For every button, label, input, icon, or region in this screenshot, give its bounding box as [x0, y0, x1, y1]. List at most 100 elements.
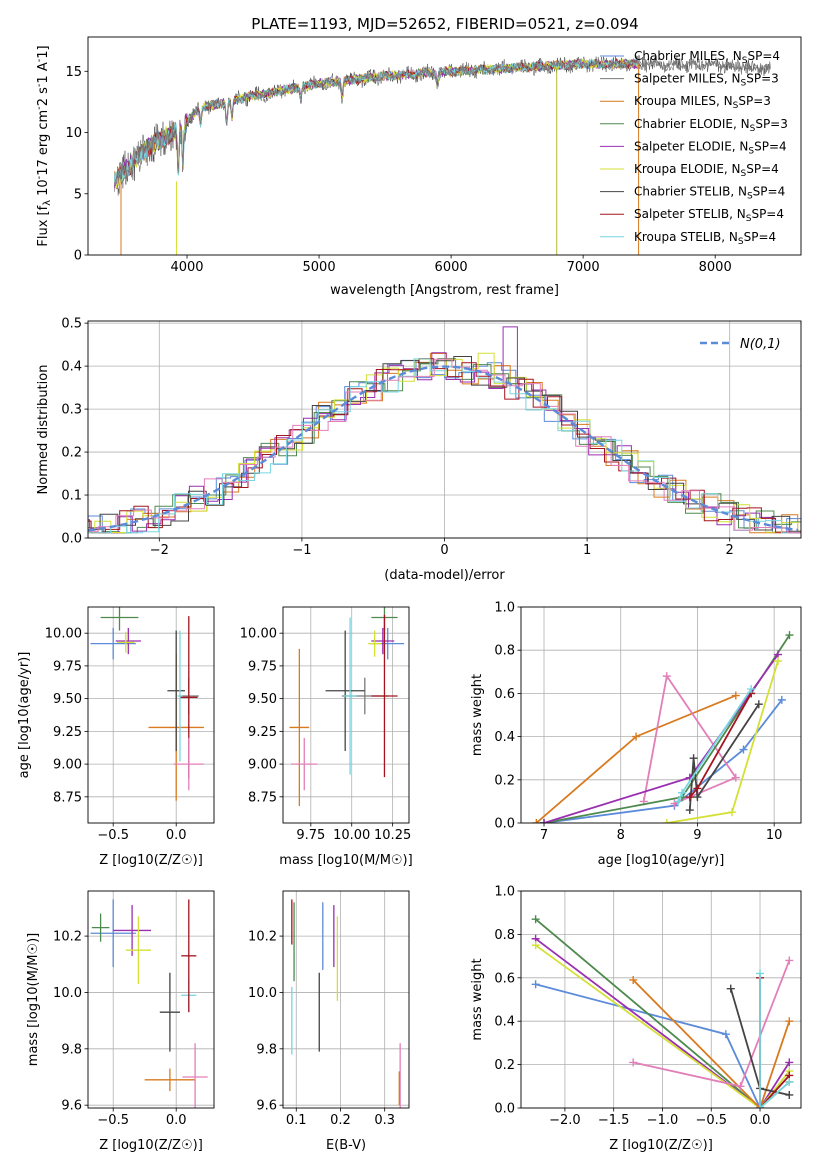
weight-marker	[773, 657, 782, 665]
legend-label: Kroupa ELODIE, NSSP=4	[634, 162, 779, 179]
error-bar-point	[343, 617, 357, 775]
axes-frame	[87, 606, 215, 824]
x-tick-label: −0.5	[97, 1113, 129, 1128]
ebv-mass-panel: 0.1 0.2 0.3 9.6 9.8 10.0 10.2 E(B-V)	[248, 890, 410, 1153]
axes: 0.1 0.2 0.3 9.6 9.8 10.0 10.2 E(B-V)	[248, 890, 410, 1153]
y-tick-label: 0.6	[494, 971, 515, 986]
y-tick-label: 0.8	[494, 928, 515, 943]
error-bar-point	[116, 631, 135, 653]
weight-marker	[693, 784, 702, 793]
weight-marker	[754, 700, 763, 709]
weight-marker	[689, 754, 698, 763]
x-tick-label: 2	[726, 543, 734, 558]
x-tick-label: 7000	[567, 260, 600, 275]
y-tick-label: 8.75	[53, 790, 82, 805]
spectrum-panel: 4000 5000 6000 7000 8000 0 5 10 15 Chabrier MILES…	[34, 15, 802, 298]
legend-label: Chabrier ELODIE, NSSP=3	[634, 117, 788, 134]
weight-series	[685, 689, 756, 802]
weight-line	[535, 983, 761, 1108]
weight-marker	[674, 797, 683, 806]
y-tick-label: 0.4	[494, 1015, 515, 1030]
x-tick-label: 8000	[699, 260, 732, 275]
error-bar-point	[291, 737, 318, 791]
weight-line	[543, 699, 783, 823]
legend-label: Kroupa STELIB, NSSP=4	[634, 230, 776, 247]
y-tick-label: 10.2	[53, 930, 82, 945]
y-tick-label: 9.6	[61, 1099, 82, 1114]
y-tick-label: 0.4	[61, 360, 82, 375]
error-bar-point	[325, 630, 365, 751]
y-axis-label: mass weight	[470, 958, 485, 1040]
error-bar-point	[113, 905, 151, 956]
axes: −0.5 0.0 9.6 9.8 10.0 10.2 Z [log10(Z/Z☉)] mass…	[26, 890, 215, 1153]
weight-series	[639, 672, 740, 808]
residual-panel: −2 −1 0 1 2 0.0 0.1 0.2 0.3 0.4 0.5 N(0,1) (data-mod…	[36, 317, 802, 583]
y-axis-label: mass [log10(M/M☉)]	[26, 933, 41, 1066]
x-tick-label: 5000	[303, 260, 336, 275]
y-tick-label: 9.50	[248, 692, 277, 707]
plot-area	[289, 607, 405, 806]
error-bar-point	[167, 630, 186, 751]
weight-marker	[629, 1058, 638, 1067]
y-tick-label: 10.00	[45, 627, 82, 642]
x-tick-label: 0.2	[330, 1113, 351, 1128]
y-axis-label: Flux [fλ 10-17 erg cm-2 s-1 A-1]	[34, 45, 53, 246]
weight-line	[535, 694, 737, 823]
weight-marker	[785, 631, 794, 640]
plot-area	[88, 326, 801, 534]
y-tick-label: 0.5	[61, 317, 82, 332]
plot-area	[291, 899, 401, 1108]
weight-marker	[632, 732, 641, 741]
weight-marker	[662, 819, 671, 823]
x-tick-label: 8	[617, 828, 625, 843]
legend-label: N(0,1)	[740, 337, 781, 352]
weight-series	[756, 969, 794, 1108]
weight-marker	[531, 941, 540, 950]
weight-marker	[662, 672, 671, 681]
weight-series	[662, 657, 782, 823]
weight-marker	[731, 773, 740, 782]
z-age-panel: −0.5 0.0 8.75 9.00 9.25 9.50 9.75 10.00 Z [log10…	[17, 606, 215, 868]
axes-frame	[87, 320, 802, 539]
weight-marker	[777, 695, 786, 704]
axes: 9.75 10.00 10.25 8.75 9.00 9.25 9.50 9.75 10.00 m…	[240, 606, 413, 868]
weight-marker	[532, 819, 541, 823]
error-bar-point	[91, 913, 110, 942]
mass-age-panel: 9.75 10.00 10.25 8.75 9.00 9.25 9.50 9.75 10.00 m…	[240, 606, 413, 868]
weight-line	[543, 634, 791, 823]
x-tick-label: 0.0	[166, 828, 187, 843]
weight-line	[535, 944, 791, 1108]
axes-frame	[520, 890, 802, 1109]
weight-marker	[693, 793, 702, 802]
histogram-series	[88, 326, 801, 534]
weight-series	[531, 980, 765, 1108]
error-bar-point	[125, 916, 151, 984]
y-tick-label: 1.0	[494, 601, 515, 616]
age-weight-panel: 7 8 9 10 0.0 0.2 0.4 0.6 0.8 1.0 age [log10(age/yr…	[470, 601, 802, 868]
y-tick-label: 0.8	[494, 644, 515, 659]
y-tick-label: 0.2	[61, 446, 82, 461]
error-bar-point	[289, 648, 310, 806]
legend-label: Chabrier MILES, NSSP=4	[634, 49, 780, 66]
y-tick-label: 0.3	[61, 403, 82, 418]
y-tick-label: 9.00	[248, 758, 277, 773]
legend-label: Salpeter MILES, NSSP=3	[634, 72, 779, 89]
weight-marker	[785, 1077, 794, 1086]
y-axis-label: Normed distribution	[36, 365, 51, 495]
histogram-series	[88, 358, 801, 534]
x-tick-label: 10.00	[333, 828, 370, 843]
error-bar-point	[182, 1043, 208, 1108]
x-tick-label: 0.0	[166, 1113, 187, 1128]
axes: −2.0 −1.5 −1.0 −0.5 0.0 0.0 0.2 0.4 0.6 0.8 1.0 Z […	[470, 885, 802, 1153]
y-tick-label: 0	[74, 249, 82, 264]
weight-line	[535, 937, 791, 1108]
y-tick-label: 5	[74, 187, 82, 202]
histogram-series	[88, 353, 801, 534]
error-bar-point	[371, 614, 398, 778]
x-tick-label: 0.1	[286, 1113, 307, 1128]
x-axis-label: (data-model)/error	[384, 568, 505, 583]
weight-marker	[531, 915, 540, 924]
spectrum-line	[114, 58, 639, 186]
y-tick-label: 0.0	[494, 1102, 515, 1117]
